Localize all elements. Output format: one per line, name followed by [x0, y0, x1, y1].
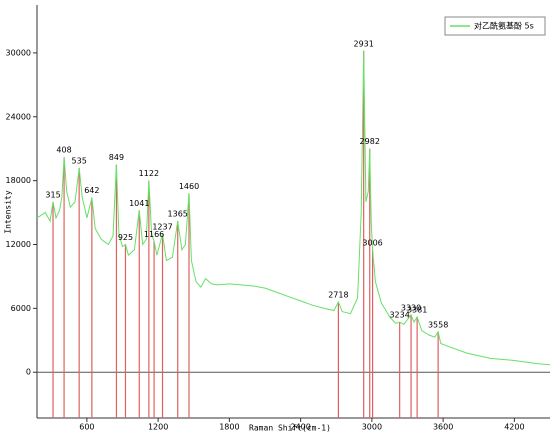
- y-tick-label: 0: [26, 368, 31, 377]
- peak-label: 315: [45, 190, 60, 199]
- x-tick-label: 1800: [219, 423, 239, 432]
- peak-label: 642: [84, 186, 99, 195]
- peak-label: 925: [118, 233, 133, 242]
- peak-label: 849: [109, 153, 124, 162]
- legend-box: [444, 16, 546, 36]
- peak-label: 1122: [139, 169, 159, 178]
- peak-label: 3234: [389, 311, 409, 320]
- x-tick-label: 4200: [504, 423, 524, 432]
- x-tick-label: 1200: [148, 423, 168, 432]
- y-tick-label: 12000: [6, 240, 31, 249]
- x-tick-label: 2400: [290, 423, 310, 432]
- peak-label: 3330: [401, 303, 421, 312]
- peak-label: 408: [56, 146, 71, 155]
- peak-label: 2718: [328, 290, 348, 299]
- x-tick-label: 600: [79, 423, 94, 432]
- y-tick-label: 18000: [6, 176, 31, 185]
- y-tick-label: 30000: [6, 48, 31, 57]
- y-axis-title: Intensity: [4, 190, 13, 234]
- spectrum-line: [36, 50, 551, 366]
- peak-label: 535: [72, 156, 87, 165]
- peak-label: 1041: [129, 199, 149, 208]
- y-tick-label: 6000: [11, 304, 31, 313]
- peak-label: 1166: [144, 230, 164, 239]
- peak-label: 3558: [428, 320, 448, 329]
- legend-label: 对乙酰氨基酚 5s: [474, 21, 534, 31]
- peak-label: 3006: [362, 238, 382, 247]
- x-tick-label: 3000: [362, 423, 382, 432]
- peak-label: 1460: [179, 182, 199, 191]
- x-tick-label: 3600: [433, 423, 453, 432]
- peak-label: 2982: [360, 137, 380, 146]
- x-axis-title: Raman Shift(cm-1): [249, 424, 331, 433]
- peak-label: 1237: [152, 222, 172, 231]
- peak-label: 1365: [168, 210, 188, 219]
- peak-label: 3381: [407, 305, 427, 314]
- peak-label: 2931: [354, 39, 374, 48]
- y-tick-label: 24000: [6, 112, 31, 121]
